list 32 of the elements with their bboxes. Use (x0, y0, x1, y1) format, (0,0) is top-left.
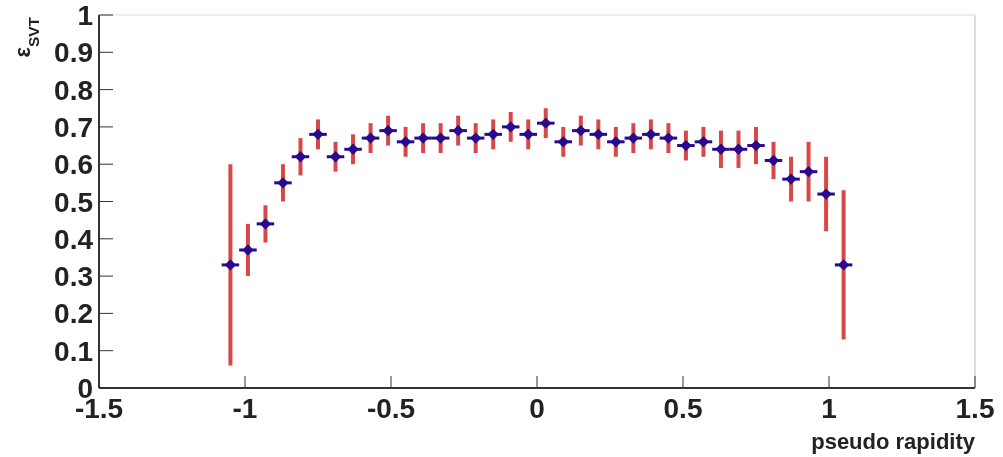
point (557, 136, 569, 148)
point (242, 244, 254, 256)
point (522, 128, 534, 141)
y-tick-label: 1 (77, 0, 93, 31)
y-tick-label: 0.7 (54, 111, 93, 143)
x-tick-label: 1 (821, 393, 837, 424)
point (505, 121, 517, 133)
x-tick-label: 0 (529, 393, 545, 424)
y-tick-label: 0.1 (54, 335, 93, 367)
x-axis-title: pseudo rapidity (811, 429, 976, 454)
x-tick-label: -0.5 (366, 393, 416, 424)
x-tick-label: 1.5 (955, 393, 995, 424)
point (347, 143, 359, 155)
y-tick-label: 0.3 (54, 261, 93, 293)
x-tick-label: -1 (232, 393, 258, 424)
point (785, 173, 797, 185)
y-tick-label: 0.8 (54, 74, 93, 106)
point (382, 124, 394, 137)
point (277, 177, 289, 189)
y-tick-label: 0.9 (54, 37, 93, 69)
point (470, 132, 482, 144)
y-tick-label: 0.4 (54, 223, 94, 255)
point (452, 124, 464, 137)
point (329, 151, 342, 163)
y-tick-label: 0.5 (54, 186, 93, 218)
x-tick-label: 0.5 (663, 393, 703, 424)
y-tick-label: 0.2 (54, 298, 93, 330)
point (820, 188, 832, 200)
y-tick-label: 0.6 (54, 149, 93, 181)
point (312, 128, 324, 141)
point (592, 128, 604, 141)
point (540, 117, 552, 129)
